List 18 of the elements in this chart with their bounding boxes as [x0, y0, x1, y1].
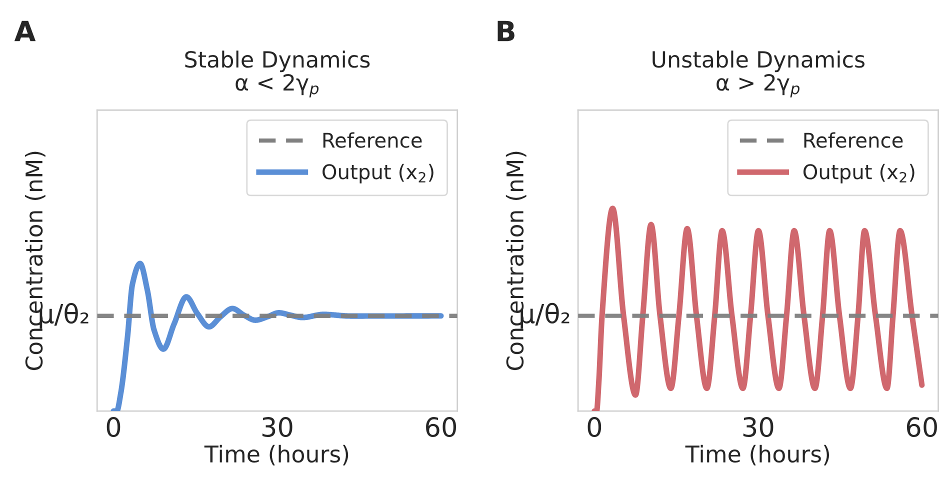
legend-label: Reference	[323, 132, 422, 148]
x-tick-label: 60	[906, 417, 937, 438]
x-tick-label: 30	[743, 417, 774, 438]
legend-label: Output (x$_{2}$)	[322, 164, 434, 184]
x-axis-title: Time (hours)	[204, 444, 348, 466]
chart-subtitle: α > 2γ$_{p}$	[716, 74, 800, 98]
x-tick-label: 60	[426, 417, 456, 438]
chart-title: Stable Dynamics	[185, 50, 370, 72]
chart-subtitle: α < 2γ$_{p}$	[236, 74, 319, 98]
x-tick-label: 0	[106, 417, 120, 438]
chart-title: Unstable Dynamics	[652, 50, 865, 72]
x-tick-label: 30	[262, 417, 292, 438]
legend-label: Output (x$_{2}$)	[803, 164, 914, 184]
x-tick-label: 0	[588, 417, 602, 438]
x-axis-title: Time (hours)	[685, 444, 830, 466]
text: A	[14, 20, 36, 42]
text: B	[498, 20, 514, 42]
legend-label: Reference	[804, 132, 903, 148]
